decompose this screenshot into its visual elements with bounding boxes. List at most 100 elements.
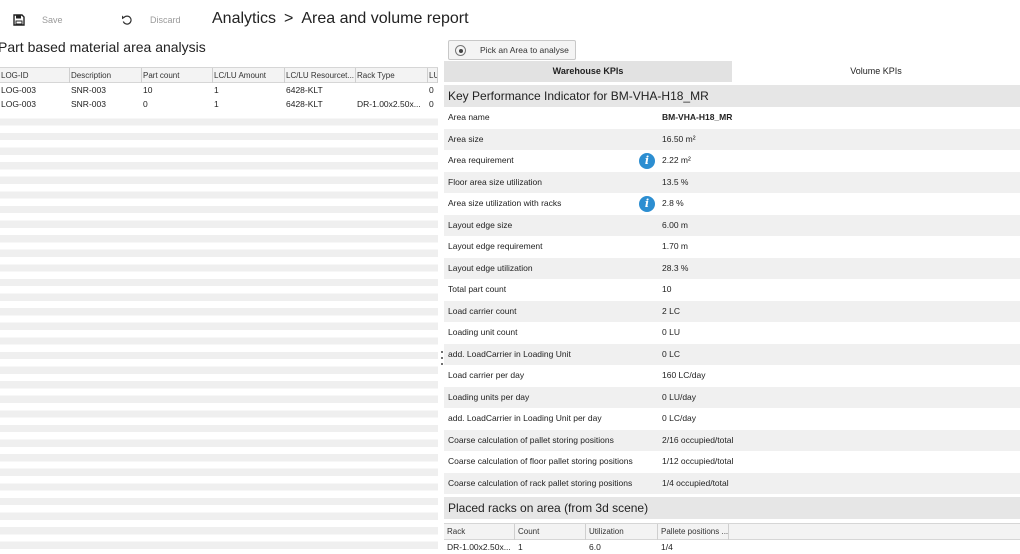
cell: 0 — [143, 99, 148, 110]
pane-splitter-handle[interactable] — [440, 351, 443, 365]
kpi-row: add. LoadCarrier in Loading Unit 0 LC — [444, 343, 1020, 365]
empty-grid-area — [0, 111, 438, 554]
kpi-row: Coarse calculation of rack pallet storin… — [444, 472, 1020, 494]
cell: 6428-KLT — [286, 85, 323, 95]
col-count[interactable]: Count — [515, 524, 586, 540]
kpi-label: add. LoadCarrier in Loading Unit per day — [448, 413, 602, 423]
save-label: Save — [42, 15, 63, 25]
kpi-label: Coarse calculation of floor pallet stori… — [448, 456, 633, 466]
cell: SNR-003 — [71, 99, 106, 110]
kpi-label: Layout edge size — [448, 219, 513, 230]
save-button[interactable]: Save — [13, 10, 63, 30]
table-row[interactable]: LOG-003 SNR-003 10 1 6428-KLT 0 — [0, 83, 438, 97]
kpi-label: Loading units per day — [448, 391, 530, 402]
kpi-label: Load carrier per day — [448, 370, 525, 380]
kpi-label: Area size — [448, 133, 484, 144]
table-row[interactable]: DR-1.00x2.50x... 1 6.0 1/4 — [444, 540, 1020, 554]
info-icon[interactable]: i — [639, 153, 655, 169]
racks-section-title: Placed racks on area (from 3d scene) — [444, 497, 1020, 519]
grid-header: LOG-ID Description Part count LC/LU Amou… — [0, 67, 438, 83]
kpi-value: 0 LC — [662, 348, 680, 359]
tab-volume-kpis[interactable]: Volume KPIs — [732, 61, 1020, 82]
col-lc-lu-amount[interactable]: LC/LU Amount — [213, 68, 285, 83]
kpi-label: Area requirement — [448, 155, 514, 165]
kpi-row: Area name BM-VHA-H18_MR — [444, 107, 1020, 129]
cell: 0 — [429, 85, 434, 95]
cell: SNR-003 — [71, 85, 106, 95]
col-utilization[interactable]: Utilization — [586, 524, 658, 540]
kpi-value: 10 — [662, 284, 672, 294]
table-row[interactable]: LOG-003 SNR-003 0 1 6428-KLT DR-1.00x2.5… — [0, 97, 438, 111]
cell: 1/4 — [661, 542, 673, 552]
discard-button[interactable]: Discard — [121, 10, 181, 30]
kpi-value: 0 LC/day — [662, 413, 697, 423]
kpi-tabs: Warehouse KPIs Volume KPIs — [444, 61, 1020, 82]
col-rack[interactable]: Rack — [444, 524, 515, 540]
left-pane-title: Part based material area analysis — [0, 39, 206, 55]
kpi-row: Coarse calculation of pallet storing pos… — [444, 429, 1020, 451]
cell — [356, 83, 428, 97]
kpi-value: 2 LC — [662, 305, 680, 316]
cell: 1 — [214, 99, 219, 110]
breadcrumb: Analytics > Area and volume report — [212, 10, 469, 28]
material-grid: LOG-ID Description Part count LC/LU Amou… — [0, 67, 438, 554]
kpi-value: 2.8 % — [662, 198, 684, 208]
racks-grid-header: Rack Count Utilization Pallete positions… — [444, 523, 1020, 540]
kpi-label: Coarse calculation of pallet storing pos… — [448, 434, 614, 445]
cell: LOG-003 — [1, 85, 36, 95]
toolbar: Save Discard Analytics > Area and volume… — [0, 0, 1020, 40]
kpi-value: 6.00 m — [662, 219, 688, 230]
kpi-row: Area requirement i 2.22 m² — [444, 150, 1020, 172]
pick-area-button[interactable]: Pick an Area to analyse — [448, 40, 576, 60]
info-icon[interactable]: i — [639, 196, 655, 212]
kpi-value: 2.22 m² — [662, 155, 691, 165]
kpi-row: Load carrier per day 160 LC/day — [444, 365, 1020, 387]
kpi-row: Layout edge size 6.00 m — [444, 214, 1020, 236]
breadcrumb-separator: > — [284, 10, 294, 27]
kpi-value: 1/4 occupied/total — [662, 477, 729, 488]
tab-warehouse-kpis[interactable]: Warehouse KPIs — [444, 61, 732, 82]
kpi-value: 2/16 occupied/total — [662, 434, 734, 445]
kpi-row: Total part count 10 — [444, 279, 1020, 301]
kpi-section-title: Key Performance Indicator for BM-VHA-H18… — [444, 85, 1020, 107]
breadcrumb-current: Area and volume report — [301, 10, 469, 27]
kpi-label: Layout edge requirement — [448, 241, 543, 251]
discard-label: Discard — [150, 15, 181, 25]
kpi-label: Load carrier count — [448, 305, 517, 316]
col-lu[interactable]: LU — [428, 68, 438, 83]
kpi-value: 1/12 occupied/total — [662, 456, 734, 466]
kpi-row: Loading unit count 0 LU — [444, 322, 1020, 344]
cell: 6428-KLT — [286, 99, 323, 110]
kpi-row: Area size 16.50 m² — [444, 128, 1020, 150]
kpi-value: 160 LC/day — [662, 370, 706, 380]
kpi-label: Floor area size utilization — [448, 176, 543, 187]
col-rack-type[interactable]: Rack Type — [356, 68, 428, 83]
col-part-count[interactable]: Part count — [142, 68, 213, 83]
kpi-row: Loading units per day 0 LU/day — [444, 386, 1020, 408]
col-log-id[interactable]: LOG-ID — [0, 68, 70, 83]
col-lc-lu-resource[interactable]: LC/LU Resourcet... — [285, 68, 356, 83]
cell: DR-1.00x2.50x... — [447, 542, 511, 552]
breadcrumb-analytics[interactable]: Analytics — [212, 10, 277, 27]
kpi-value: 1.70 m — [662, 241, 688, 251]
kpi-label: Layout edge utilization — [448, 262, 533, 273]
kpi-row: Floor area size utilization 13.5 % — [444, 171, 1020, 193]
racks-grid: Rack Count Utilization Pallete positions… — [444, 523, 1020, 554]
cell: 6.0 — [589, 542, 601, 552]
kpi-label: Area size utilization with racks — [448, 198, 562, 208]
kpi-row: Load carrier count 2 LC — [444, 300, 1020, 322]
cell: DR-1.00x2.50x... — [357, 99, 421, 110]
kpi-row: add. LoadCarrier in Loading Unit per day… — [444, 408, 1020, 430]
kpi-value: BM-VHA-H18_MR — [662, 112, 733, 122]
kpi-row: Layout edge utilization 28.3 % — [444, 257, 1020, 279]
kpi-label: add. LoadCarrier in Loading Unit — [448, 348, 571, 359]
save-icon — [13, 14, 25, 26]
col-description[interactable]: Description — [70, 68, 142, 83]
kpi-value: 28.3 % — [662, 262, 689, 273]
radio-target-icon — [455, 45, 466, 56]
cell: 1 — [214, 85, 219, 95]
pick-area-label: Pick an Area to analyse — [480, 45, 569, 55]
kpi-list: Area name BM-VHA-H18_MR Area size 16.50 m² A… — [444, 107, 1020, 494]
col-pallet-positions[interactable]: Pallete positions ... — [658, 524, 729, 540]
cell: 1 — [518, 542, 523, 552]
